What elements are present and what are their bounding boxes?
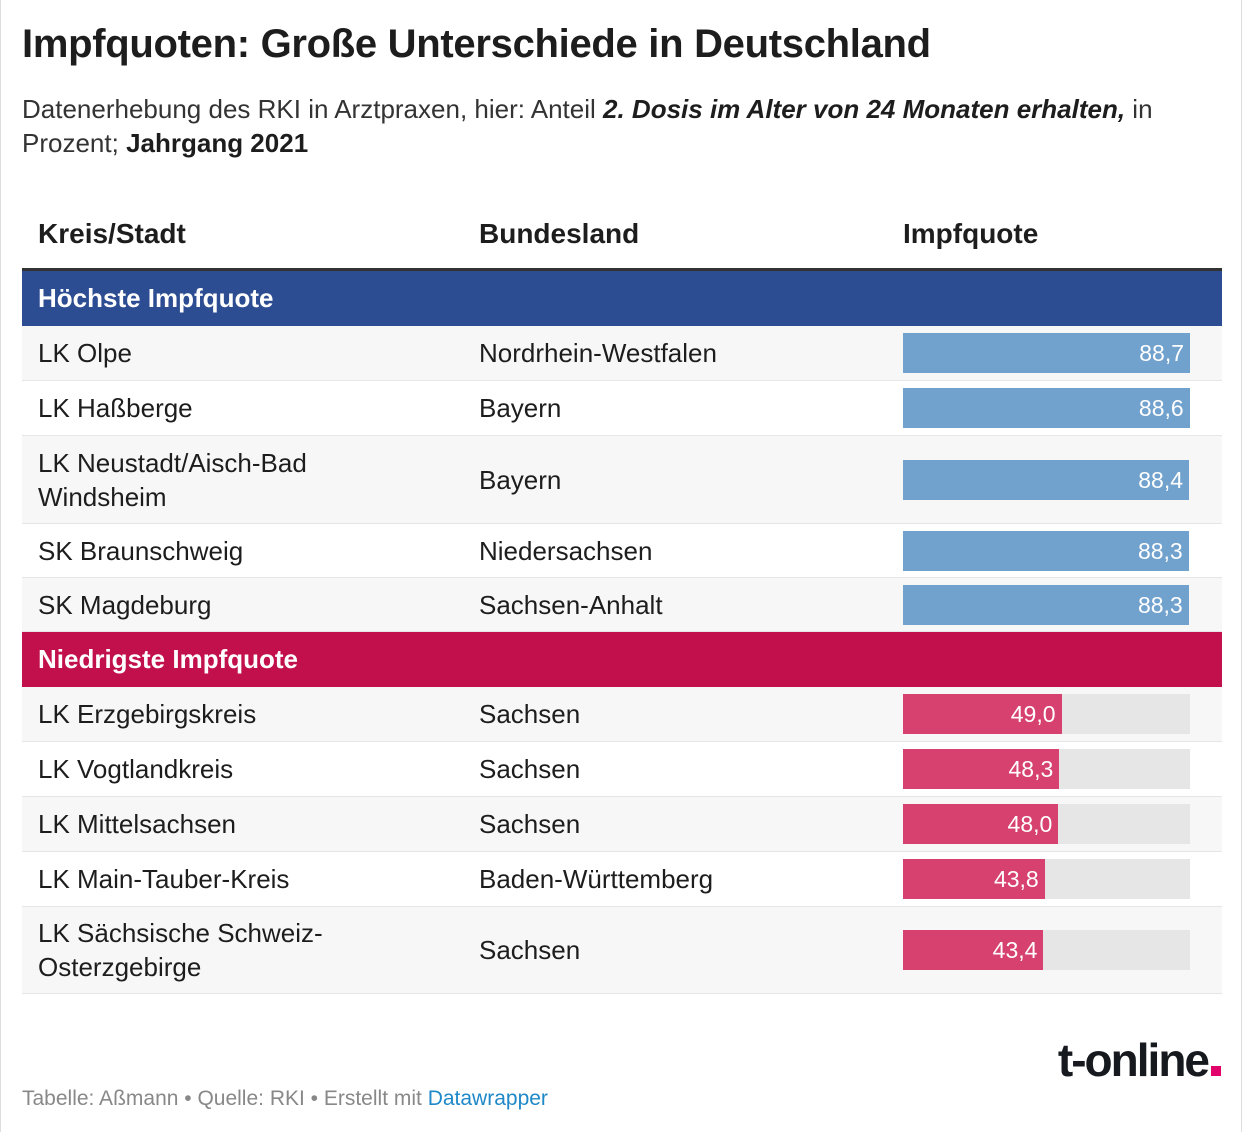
subtitle-text-2: in Prozent; bbox=[22, 94, 1153, 158]
table-row: SK Braunschweig Niedersachsen 88,3 bbox=[22, 524, 1222, 578]
bar: 88,7 bbox=[903, 333, 1190, 373]
table-row: LK Erzgebirgskreis Sachsen 49,0 bbox=[22, 687, 1222, 742]
bar-track: 88,4 bbox=[903, 459, 1190, 500]
table-header: Kreis/Stadt Bundesland Impfquote bbox=[22, 200, 1222, 271]
bar-value-label: 88,7 bbox=[1139, 340, 1184, 366]
table-row: LK Main-Tauber-Kreis Baden-Württemberg 43,… bbox=[22, 852, 1222, 907]
bar: 49,0 bbox=[903, 694, 1062, 734]
cell-bundesland: Sachsen bbox=[479, 754, 581, 784]
cell-bundesland: Bayern bbox=[479, 393, 562, 423]
bar: 88,3 bbox=[903, 530, 1189, 571]
bar-value-label: 88,6 bbox=[1138, 395, 1184, 421]
bar-value-label: 43,8 bbox=[993, 866, 1039, 892]
bar-value-label: 43,4 bbox=[992, 937, 1038, 963]
table-row: SK Magdeburg Sachsen-Anhalt 88,3 bbox=[22, 578, 1222, 632]
t-online-logo: t-online bbox=[1058, 1033, 1221, 1087]
column-header-bundesland[interactable]: Bundesland bbox=[479, 218, 640, 249]
cell-kreis: SK Braunschweig bbox=[38, 535, 244, 566]
bar-track: 48,3 bbox=[903, 749, 1190, 789]
bar-track: 43,8 bbox=[903, 859, 1190, 899]
cell-kreis: LK Sächsische Schweiz-Osterzgebirge bbox=[38, 918, 323, 982]
bar-value-label: 48,3 bbox=[1008, 756, 1054, 782]
table-row: LK Haßberge Bayern 88,6 bbox=[22, 381, 1222, 436]
cell-bundesland: Sachsen bbox=[479, 699, 581, 729]
chart-title: Impfquoten: Große Unterschiede in Deutsc… bbox=[22, 22, 931, 66]
chart-subtitle: Datenerhebung des RKI in Arztpraxen, hie… bbox=[22, 92, 1212, 160]
subtitle-emphasis: 2. Dosis im Alter von 24 Monaten erhalte… bbox=[603, 94, 1126, 124]
cell-bundesland: Sachsen-Anhalt bbox=[479, 589, 663, 620]
table-row: LK Mittelsachsen Sachsen 48,0 bbox=[22, 797, 1222, 852]
bar-track: 88,3 bbox=[903, 530, 1190, 571]
table-group: LK Olpe Nordrhein-Westfalen 88,7 LK Haßberg… bbox=[22, 326, 1222, 632]
cell-bundesland: Sachsen bbox=[479, 935, 581, 965]
bar: 43,4 bbox=[903, 930, 1044, 970]
logo-dot bbox=[1211, 1066, 1221, 1076]
cell-kreis: LK Vogtlandkreis bbox=[38, 754, 234, 784]
table-row: LK Sächsische Schweiz-Osterzgebirge Sachs… bbox=[22, 907, 1222, 994]
footer: Tabelle: Aßmann • Quelle: RKI • Erstellt… bbox=[22, 1087, 548, 1111]
bar-value-label: 48,0 bbox=[1007, 811, 1053, 837]
subtitle-text: Datenerhebung des RKI in Arztpraxen, hie… bbox=[22, 94, 604, 124]
bar-value-label: 88,3 bbox=[1137, 591, 1183, 618]
cell-bundesland: Niedersachsen bbox=[479, 535, 653, 566]
bar: 43,8 bbox=[903, 859, 1045, 899]
bar-track: 48,0 bbox=[903, 804, 1190, 844]
cell-bundesland: Sachsen bbox=[479, 809, 581, 839]
bar-value-label: 88,4 bbox=[1138, 466, 1184, 493]
bar-value-label: 49,0 bbox=[1010, 701, 1056, 727]
cell-kreis: LK Olpe bbox=[38, 338, 132, 368]
column-header-kreis[interactable]: Kreis/Stadt bbox=[38, 218, 186, 249]
footer-credits: Tabelle: Aßmann • Quelle: RKI • Erstellt… bbox=[22, 1087, 428, 1110]
subtitle-year: Jahrgang 2021 bbox=[126, 128, 309, 158]
bar: 48,3 bbox=[903, 749, 1060, 789]
section-header: Höchste Impfquote bbox=[22, 271, 1222, 326]
bar: 88,6 bbox=[903, 388, 1190, 428]
bar-track: 49,0 bbox=[903, 694, 1190, 734]
table-body: Höchste Impfquote LK Olpe Nordrhein-Westfa… bbox=[22, 271, 1222, 994]
table-row: LK Neustadt/Aisch-Bad Windsheim Bayern 88,… bbox=[22, 436, 1222, 524]
cell-kreis: LK Erzgebirgskreis bbox=[38, 699, 257, 729]
datawrapper-link[interactable]: Datawrapper bbox=[427, 1087, 548, 1110]
bar-track: 88,6 bbox=[903, 388, 1190, 428]
bar: 88,3 bbox=[903, 584, 1189, 625]
table-row: LK Vogtlandkreis Sachsen 48,3 bbox=[22, 742, 1222, 797]
bar-track: 88,7 bbox=[903, 333, 1190, 373]
table-group: LK Erzgebirgskreis Sachsen 49,0 LK Vogtland… bbox=[22, 687, 1222, 994]
table-row: LK Olpe Nordrhein-Westfalen 88,7 bbox=[22, 326, 1222, 381]
section-header: Niedrigste Impfquote bbox=[22, 632, 1222, 687]
cell-bundesland: Nordrhein-Westfalen bbox=[479, 338, 717, 368]
bar: 88,4 bbox=[903, 459, 1190, 500]
cell-bundesland: Baden-Württemberg bbox=[479, 864, 714, 894]
logo-text: t-online bbox=[1057, 1034, 1210, 1086]
bar-track: 88,3 bbox=[903, 584, 1190, 625]
cell-kreis: LK Mittelsachsen bbox=[38, 809, 236, 839]
bar: 48,0 bbox=[903, 804, 1059, 844]
data-table: Kreis/Stadt Bundesland Impfquote Höchste… bbox=[22, 200, 1222, 994]
bar-track: 43,4 bbox=[903, 930, 1190, 970]
cell-kreis: LK Main-Tauber-Kreis bbox=[38, 864, 290, 894]
column-header-impfquote[interactable]: Impfquote bbox=[903, 218, 1039, 249]
bar-value-label: 88,3 bbox=[1137, 537, 1183, 564]
cell-kreis: LK Neustadt/Aisch-Bad Windsheim bbox=[38, 447, 307, 512]
cell-kreis: SK Magdeburg bbox=[38, 589, 212, 620]
cell-bundesland: Bayern bbox=[479, 464, 562, 495]
cell-kreis: LK Haßberge bbox=[38, 393, 193, 423]
